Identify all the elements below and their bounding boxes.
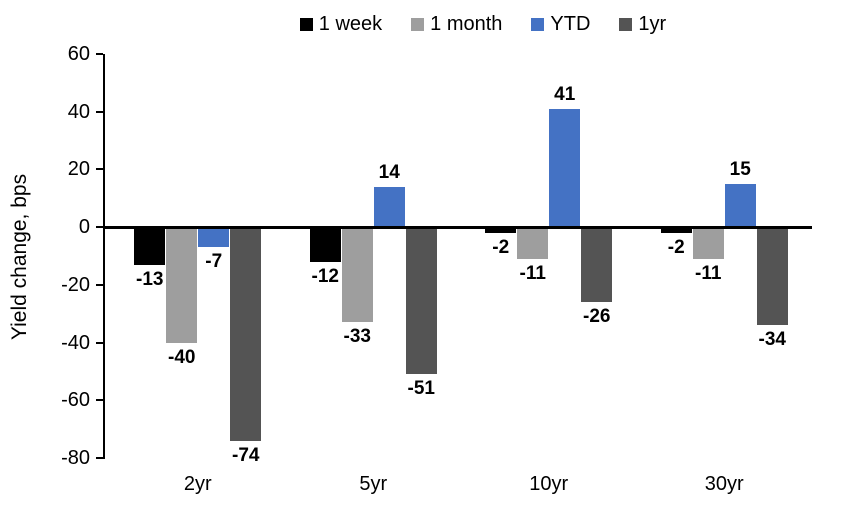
legend-label: 1 week xyxy=(318,13,383,35)
bar-ytd-2yr xyxy=(198,227,230,248)
bar-value-label: 15 xyxy=(729,158,751,180)
legend-item-ytd: YTD xyxy=(531,14,590,34)
legend-item-1yr: 1yr xyxy=(619,14,666,34)
legend-item-1-week: 1 week xyxy=(299,13,383,35)
x-axis-category-label: 30yr xyxy=(704,473,744,495)
y-tick-label: -20 xyxy=(61,273,90,296)
y-tick-mark xyxy=(96,53,103,55)
y-axis-line xyxy=(103,54,105,459)
bar-value-label: -34 xyxy=(758,329,786,351)
y-tick-label: 20 xyxy=(67,158,90,181)
bar-value-label: -2 xyxy=(492,236,510,258)
bar-value-label: -33 xyxy=(343,326,371,348)
legend-swatch-icon xyxy=(531,17,545,31)
bar-ytd-10yr xyxy=(549,108,581,228)
y-axis-title: Yield change, bps xyxy=(8,173,31,341)
legend-label: YTD xyxy=(550,13,591,35)
x-axis-category-label: 10yr xyxy=(529,473,569,495)
y-tick-label: 40 xyxy=(67,100,90,123)
x-axis-zero-line xyxy=(103,226,812,229)
bar-value-label: -13 xyxy=(136,268,164,290)
bar-1yr-5yr xyxy=(405,227,437,375)
y-tick-mark xyxy=(96,226,103,229)
bar-value-label: -12 xyxy=(311,265,339,287)
bar-value-label: -2 xyxy=(667,236,685,258)
bar-value-label: -11 xyxy=(695,262,722,284)
bar-1yr-10yr xyxy=(581,227,613,303)
legend-item-1-month: 1 month xyxy=(411,14,502,34)
bar-value-label: -74 xyxy=(232,444,260,466)
bar-1-month-10yr xyxy=(517,227,549,259)
legend-swatch-icon xyxy=(619,17,633,31)
y-tick-mark xyxy=(96,399,103,402)
bar-1yr-2yr xyxy=(230,227,262,441)
legend-swatch-icon xyxy=(299,17,313,31)
y-tick-mark xyxy=(96,341,103,344)
bar-1-month-5yr xyxy=(341,227,373,323)
y-tick-mark xyxy=(96,168,103,171)
y-tick-mark xyxy=(96,110,103,113)
bar-value-label: -7 xyxy=(205,251,223,273)
bar-1-week-5yr xyxy=(309,227,341,262)
y-tick-label: 0 xyxy=(78,216,90,239)
y-tick-label: 60 xyxy=(67,43,90,65)
bar-value-label: -26 xyxy=(583,306,611,328)
legend-label: 1yr xyxy=(638,13,667,35)
bar-value-label: 41 xyxy=(554,83,576,105)
y-tick-label: -60 xyxy=(61,389,90,412)
bar-value-label: -51 xyxy=(407,378,435,400)
bar-value-label: 14 xyxy=(378,161,400,183)
bar-1-week-30yr xyxy=(660,227,692,233)
legend-swatch-icon xyxy=(411,17,425,31)
legend: 1 week 1 month YTD 1yr xyxy=(114,10,852,38)
y-tick-label: -80 xyxy=(61,447,90,469)
bar-1-week-10yr xyxy=(485,227,517,233)
bar-1yr-30yr xyxy=(756,227,788,326)
y-tick-label: -40 xyxy=(61,331,90,354)
bar-1-month-30yr xyxy=(692,227,724,259)
bar-ytd-5yr xyxy=(373,186,405,228)
x-axis-category-label: 5yr xyxy=(359,473,388,495)
bar-ytd-30yr xyxy=(724,183,756,228)
bar-1-week-2yr xyxy=(134,227,166,265)
bar-1-month-2yr xyxy=(166,227,198,343)
bar-value-label: -40 xyxy=(168,346,196,368)
x-axis-category-label: 2yr xyxy=(183,473,212,495)
bar-value-label: -11 xyxy=(519,262,546,284)
y-tick-mark xyxy=(96,457,103,459)
legend-label: 1 month xyxy=(430,13,503,35)
y-tick-mark xyxy=(96,283,103,286)
